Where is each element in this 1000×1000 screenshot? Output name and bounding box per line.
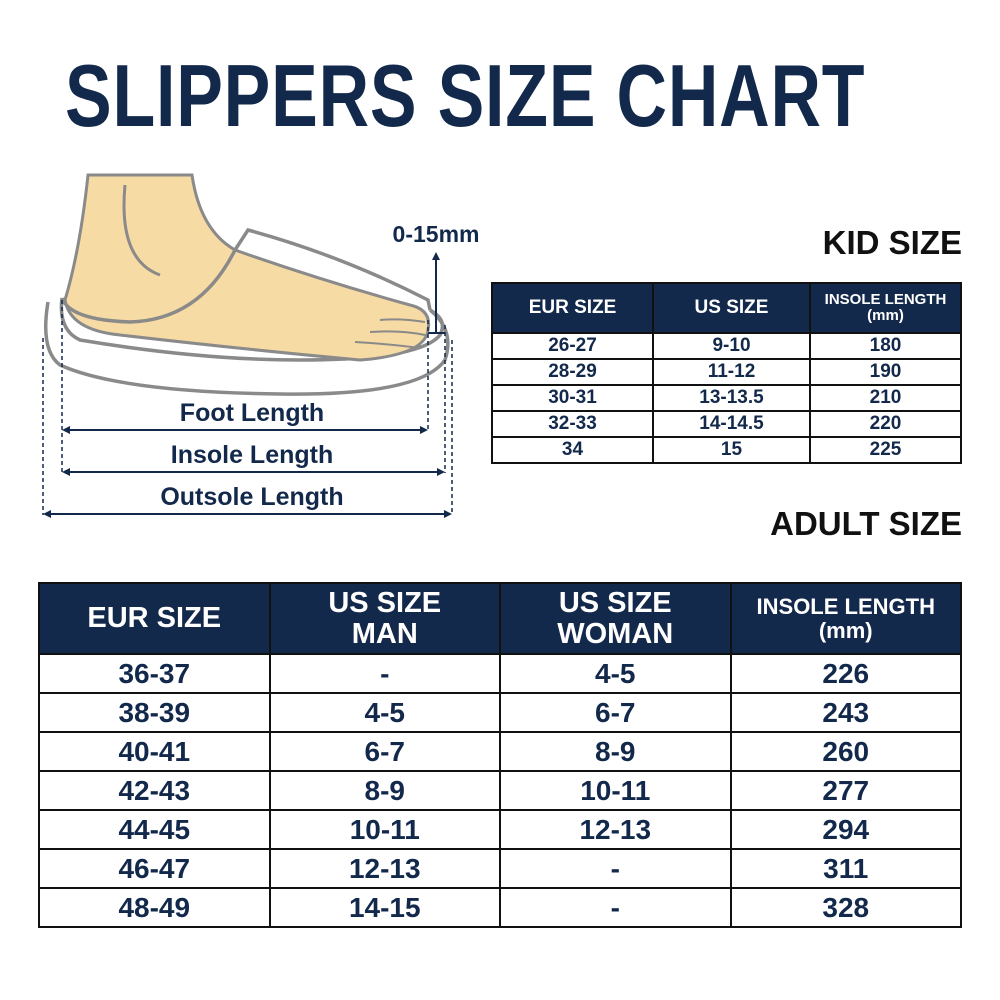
table-cell: 38-39 — [38, 692, 271, 733]
table-cell: 28-29 — [491, 358, 654, 386]
gap-label: 0-15mm — [393, 221, 480, 247]
table-row: 36-37-4-5 226 — [38, 653, 962, 694]
header-line: INSOLE LENGTH — [824, 291, 947, 309]
table-row: 34 15 225 — [491, 436, 962, 464]
table-row: 44-45 10-11 12-13 294 — [38, 809, 962, 850]
adult-size-label: ADULT SIZE — [770, 505, 962, 542]
header-us-size-woman: US SIZE WOMAN — [499, 582, 732, 655]
table-cell: - — [499, 887, 732, 928]
dimension-guides — [42, 300, 453, 515]
table-cell: - — [499, 848, 732, 889]
table-header-row: EUR SIZE US SIZE MAN US SIZE WOMAN INSOLE … — [38, 582, 962, 655]
kid-size-label: KID SIZE — [822, 224, 962, 261]
header-eur-size: EUR SIZE — [38, 582, 271, 655]
insole-length-label: Insole Length — [171, 441, 334, 469]
table-cell: 277 — [729, 770, 962, 811]
table-cell: 32-33 — [491, 410, 654, 438]
table-cell: 225 — [809, 436, 962, 464]
table-cell: 4-5 — [268, 692, 501, 733]
foot-length-label: Foot Length — [180, 399, 324, 427]
table-cell: 226 — [729, 653, 962, 694]
header-line: US SIZE — [558, 587, 672, 620]
table-row: 46-47 12-13-311 — [38, 848, 962, 889]
table-cell: 328 — [729, 887, 962, 928]
table-cell: - — [268, 653, 501, 694]
table-cell: 260 — [729, 731, 962, 772]
table-cell: 11-12 — [652, 358, 811, 386]
table-cell: 9-10 — [652, 332, 811, 360]
header-unit: (mm) — [818, 617, 873, 643]
table-cell: 8-9 — [268, 770, 501, 811]
table-cell: 6-7 — [499, 692, 732, 733]
table-row: 30-31 13-13.5 210 — [491, 384, 962, 412]
header-line: MAN — [351, 617, 418, 650]
adult-size-table: EUR SIZE US SIZE MAN US SIZE WOMAN INSOLE … — [38, 582, 962, 928]
table-cell: 26-27 — [491, 332, 654, 360]
table-cell: 4-5 — [499, 653, 732, 694]
header-unit: (mm) — [867, 307, 904, 324]
table-cell: 8-9 — [499, 731, 732, 772]
table-cell: 180 — [809, 332, 962, 360]
dimension-arrows — [43, 252, 452, 518]
table-cell: 42-43 — [38, 770, 271, 811]
header-insole-length: INSOLE LENGTH (mm) — [729, 582, 962, 655]
table-cell: 13-13.5 — [652, 384, 811, 412]
table-row: 42-43 8-9 10-11 277 — [38, 770, 962, 811]
table-cell: 6-7 — [268, 731, 501, 772]
slipper-strap — [60, 227, 432, 324]
outsole-length-label: Outsole Length — [160, 483, 343, 511]
table-cell: 294 — [729, 809, 962, 850]
header-insole-length: INSOLE LENGTH (mm) — [809, 282, 962, 334]
table-header-row: EUR SIZE US SIZE INSOLE LENGTH (mm) — [491, 282, 962, 334]
table-row: 38-39 4-5 6-7 243 — [38, 692, 962, 733]
table-cell: 10-11 — [499, 770, 732, 811]
table-cell: 36-37 — [38, 653, 271, 694]
foot-measurement-illustration: 0-15mm Foot Length Insole Length Outsole… — [42, 170, 480, 518]
table-row: 32-33 14-14.5 220 — [491, 410, 962, 438]
table-cell: 14-15 — [268, 887, 501, 928]
table-cell: 14-14.5 — [652, 410, 811, 438]
table-cell: 10-11 — [268, 809, 501, 850]
table-cell: 48-49 — [38, 887, 271, 928]
foot-icon — [63, 170, 431, 362]
table-cell: 40-41 — [38, 731, 271, 772]
header-eur-size: EUR SIZE — [491, 282, 654, 334]
table-cell: 46-47 — [38, 848, 271, 889]
table-cell: 15 — [652, 436, 811, 464]
table-cell: 220 — [809, 410, 962, 438]
table-row: 26-27 9-10 180 — [491, 332, 962, 360]
header-us-size: US SIZE — [652, 282, 811, 334]
table-cell: 210 — [809, 384, 962, 412]
table-cell: 311 — [729, 848, 962, 889]
table-cell: 34 — [491, 436, 654, 464]
table-cell: 12-13 — [268, 848, 501, 889]
header-line: US SIZE — [328, 587, 442, 620]
table-row: 48-49 14-15-328 — [38, 887, 962, 928]
table-row: 28-29 11-12 190 — [491, 358, 962, 386]
table-cell: 44-45 — [38, 809, 271, 850]
table-cell: 190 — [809, 358, 962, 386]
header-line: WOMAN — [557, 617, 674, 650]
header-us-size-man: US SIZE MAN — [268, 582, 501, 655]
table-cell: 30-31 — [491, 384, 654, 412]
table-cell: 12-13 — [499, 809, 732, 850]
table-row: 40-41 6-7 8-9 260 — [38, 731, 962, 772]
page-title: SLIPPERS SIZE CHART — [65, 46, 866, 145]
kid-size-table: EUR SIZE US SIZE INSOLE LENGTH (mm) 26-27… — [491, 282, 962, 464]
table-cell: 243 — [729, 692, 962, 733]
header-line: INSOLE LENGTH — [756, 594, 935, 620]
